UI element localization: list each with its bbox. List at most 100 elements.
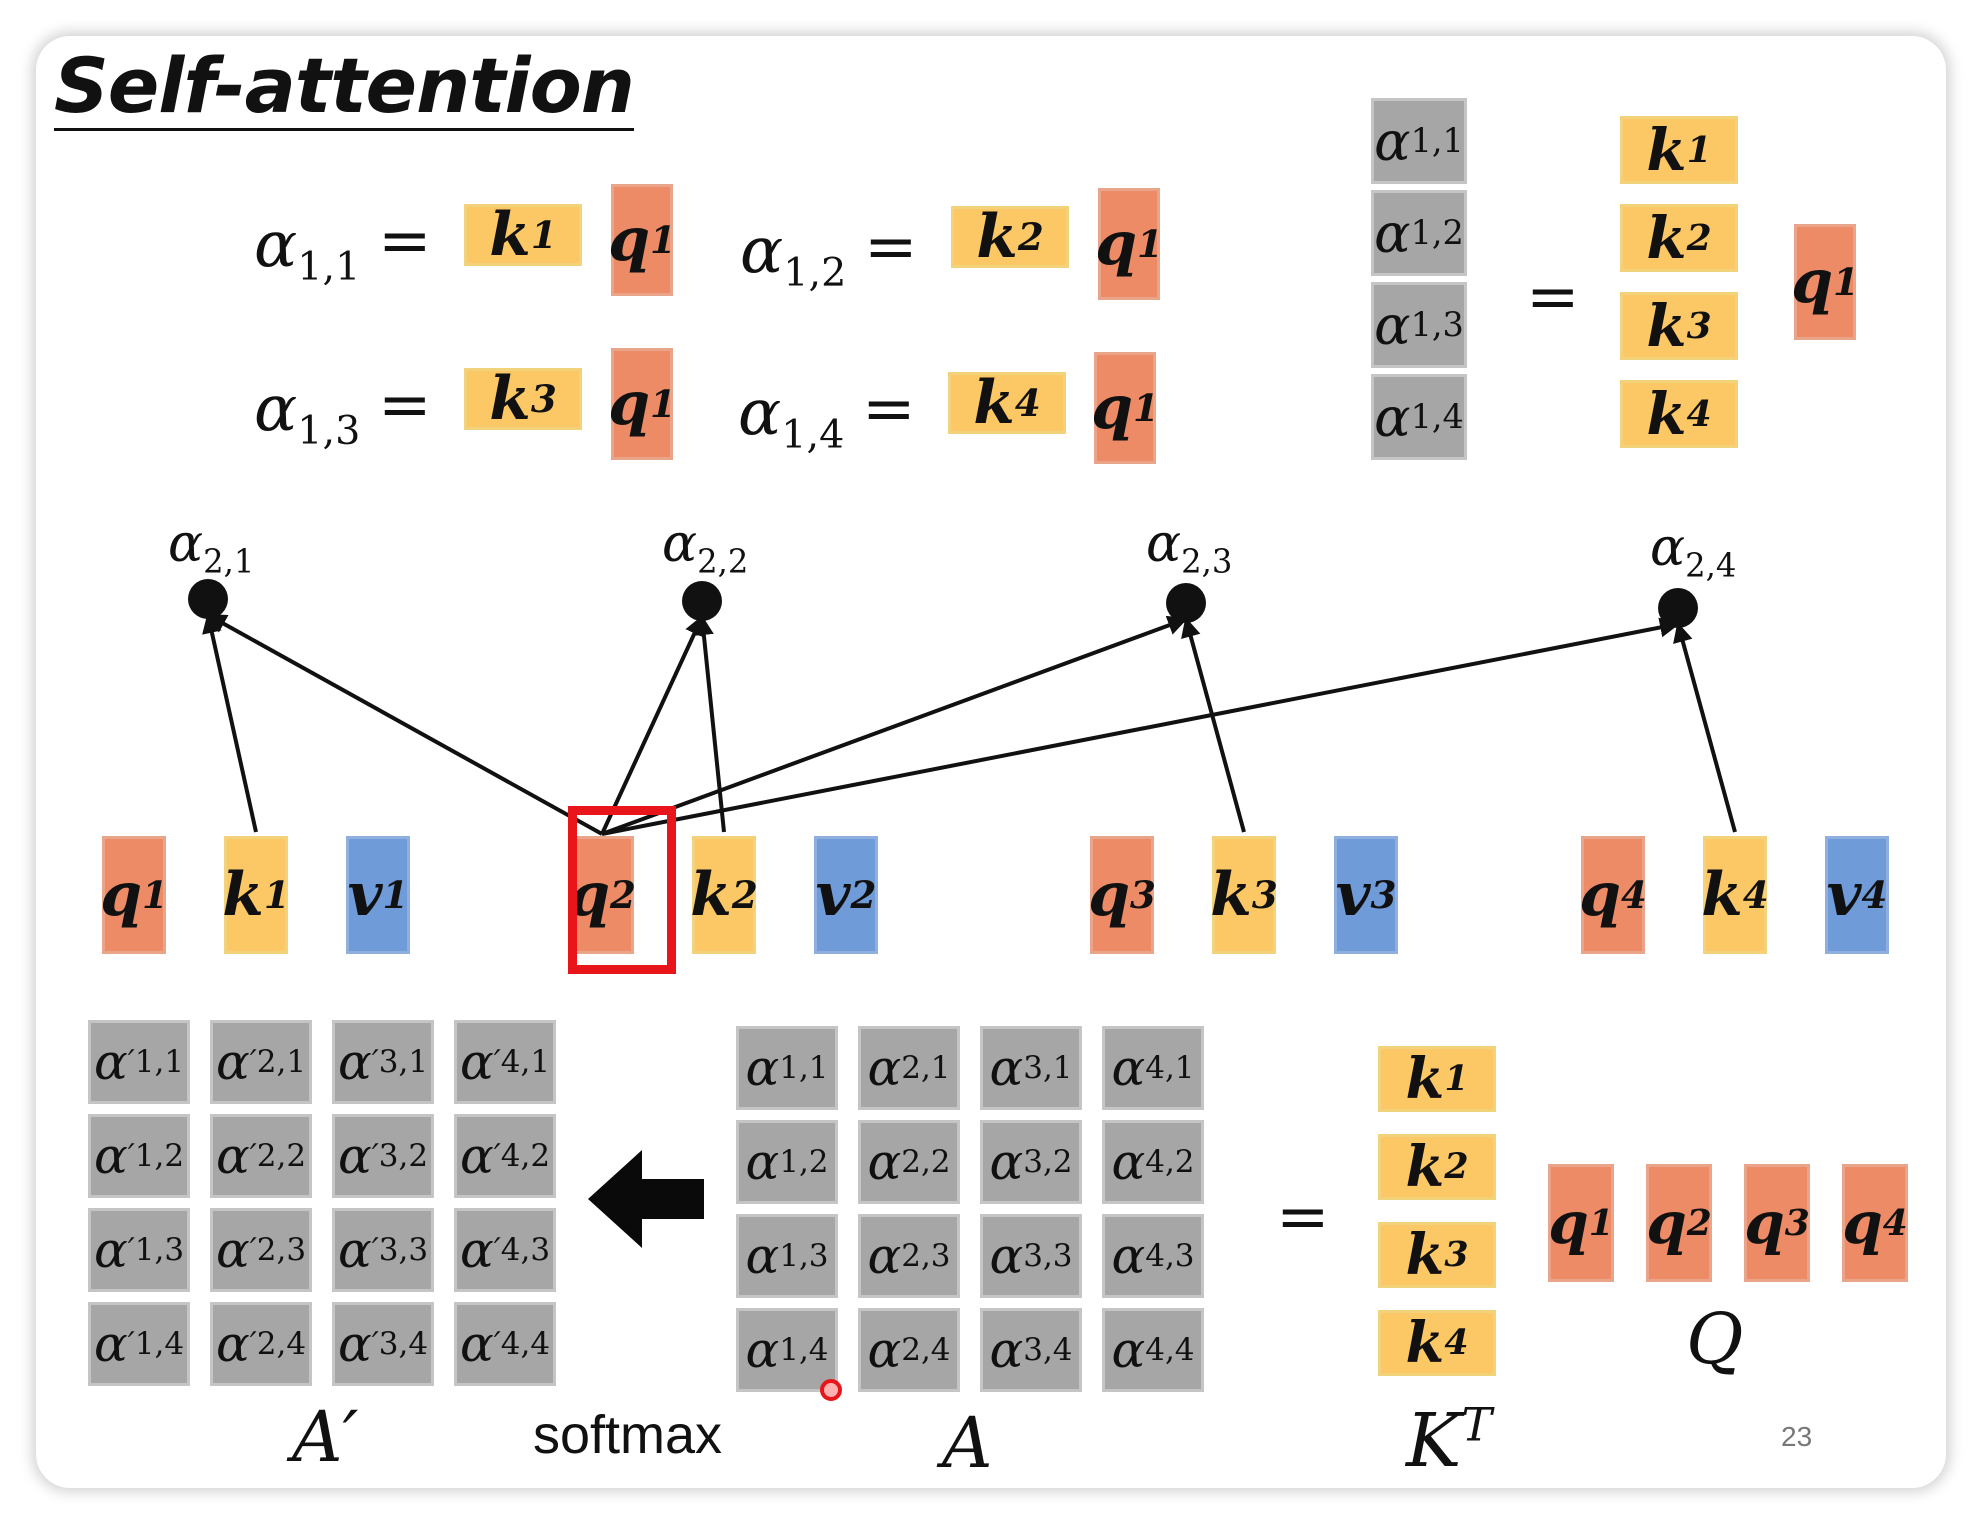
score-cell-3-4: α 4,3 xyxy=(1102,1214,1204,1298)
score-cell-4-2: α 2,4 xyxy=(858,1308,960,1392)
attention-node-2 xyxy=(682,581,722,621)
softmax-cell-2-3: α ′ 3,2 xyxy=(332,1114,434,1198)
node-label-3: α2,3 xyxy=(1146,514,1233,581)
label-a-prime: A′ xyxy=(292,1396,359,1478)
key-arrow-1 xyxy=(202,613,258,833)
equation-alpha-1: α1,1 xyxy=(254,208,361,290)
softmax-cell-3-4: α ′ 4,3 xyxy=(454,1208,556,1292)
score-cell-4-3: α 3,4 xyxy=(980,1308,1082,1392)
softmax-cell-4-4: α ′ 4,4 xyxy=(454,1302,556,1386)
key-arrow-4 xyxy=(1673,622,1737,833)
equation-alpha-4: α1,4 xyxy=(738,376,845,458)
label-a: A xyxy=(942,1402,993,1484)
key-arrow-3 xyxy=(1181,617,1246,833)
score-cell-2-4: α 4,2 xyxy=(1102,1120,1204,1204)
softmax-cell-2-4: α ′ 4,2 xyxy=(454,1114,556,1198)
query-arrow-3 xyxy=(601,615,1188,836)
score-cell-3-2: α 2,3 xyxy=(858,1214,960,1298)
attention-node-1 xyxy=(188,579,228,619)
score-cell-3-1: α 1,3 xyxy=(736,1214,838,1298)
slide: Self-attention α1,1 = k 1 q 1 α1,2 = k 2 q 1 α1,3 = k 3… xyxy=(36,36,1946,1488)
score-cell-3-3: α 3,3 xyxy=(980,1214,1082,1298)
node-label-4: α2,4 xyxy=(1650,518,1737,585)
column-alpha-3: α 1,3 xyxy=(1371,282,1467,368)
softmax-cell-1-3: α ′ 3,1 xyxy=(332,1020,434,1104)
query-arrow-4 xyxy=(601,617,1680,836)
softmax-cell-2-2: α ′ 2,2 xyxy=(210,1114,312,1198)
softmax-cell-1-4: α ′ 4,1 xyxy=(454,1020,556,1104)
score-cell-2-1: α 1,2 xyxy=(736,1120,838,1204)
softmax-arrow-icon xyxy=(588,1150,704,1248)
attention-arrows xyxy=(188,579,1737,1248)
label-q-matrix: Q xyxy=(1686,1298,1744,1380)
softmax-cell-1-1: α ′ 1,1 xyxy=(88,1020,190,1104)
score-cell-1-4: α 4,1 xyxy=(1102,1026,1204,1110)
attention-node-4 xyxy=(1658,588,1698,628)
equation-equals-1: = xyxy=(378,204,432,278)
softmax-cell-2-1: α ′ 1,2 xyxy=(88,1114,190,1198)
softmax-cell-4-1: α ′ 1,4 xyxy=(88,1302,190,1386)
equation-equals-3: = xyxy=(378,368,432,442)
equation-alpha-2: α1,2 xyxy=(740,214,847,296)
softmax-cell-3-3: α ′ 3,3 xyxy=(332,1208,434,1292)
column-alpha-1: α 1,1 xyxy=(1371,98,1467,184)
column-alpha-2: α 1,2 xyxy=(1371,190,1467,276)
equation-equals-4: = xyxy=(862,372,916,446)
node-label-2: α2,2 xyxy=(662,514,749,581)
query-arrow-1 xyxy=(206,613,603,836)
attention-node-3 xyxy=(1166,583,1206,623)
node-label-1: α2,1 xyxy=(168,514,255,581)
query-highlight xyxy=(568,806,676,974)
score-cell-1-3: α 3,1 xyxy=(980,1026,1082,1110)
key-arrow-2 xyxy=(693,615,726,833)
label-softmax: softmax xyxy=(533,1405,723,1465)
equation-alpha-3: α1,3 xyxy=(254,372,361,454)
slide-title: Self-attention xyxy=(54,41,635,131)
column-equals: = xyxy=(1526,260,1580,334)
equation-equals-2: = xyxy=(864,210,918,284)
softmax-cell-1-2: α ′ 2,1 xyxy=(210,1020,312,1104)
score-cell-4-4: α 4,4 xyxy=(1102,1308,1204,1392)
score-cell-1-2: α 2,1 xyxy=(858,1026,960,1110)
query-arrow-2 xyxy=(600,615,704,835)
softmax-cell-3-1: α ′ 1,3 xyxy=(88,1208,190,1292)
score-cell-2-3: α 3,2 xyxy=(980,1120,1082,1204)
score-cell-2-2: α 2,2 xyxy=(858,1120,960,1204)
softmax-cell-3-2: α ′ 2,3 xyxy=(210,1208,312,1292)
pointer-dot xyxy=(820,1379,842,1401)
label-k-transpose: KT xyxy=(1406,1397,1492,1484)
score-cell-1-1: α 1,1 xyxy=(736,1026,838,1110)
matrix-equals: = xyxy=(1276,1180,1330,1254)
softmax-cell-4-2: α ′ 2,4 xyxy=(210,1302,312,1386)
